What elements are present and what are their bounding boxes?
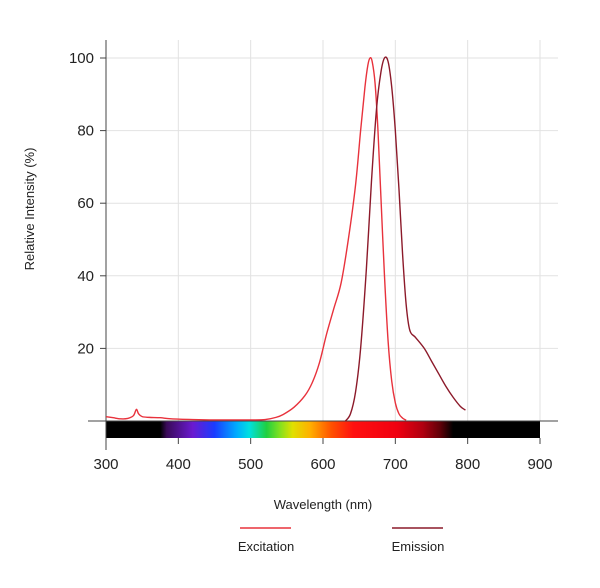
x-tick-label: 500 [238, 456, 263, 473]
series-line-excitation [105, 57, 407, 421]
series-line-emission [344, 56, 466, 422]
axes [88, 40, 558, 450]
x-tick-label: 300 [93, 456, 118, 473]
x-tick-label: 900 [527, 456, 552, 473]
legend-label-emission: Emission [392, 539, 445, 554]
series [105, 56, 466, 422]
y-axis-title: Relative Intensity (%) [22, 148, 37, 271]
legend: Excitation Emission [238, 527, 445, 554]
y-tick-label: 60 [77, 195, 94, 212]
y-tick-label: 40 [77, 268, 94, 285]
x-tick-label: 800 [455, 456, 480, 473]
spectrum-bar [106, 421, 540, 438]
tick-labels: 20 40 60 80 100 300 400 500 600 700 800 900 [69, 50, 553, 473]
x-tick-label: 600 [310, 456, 335, 473]
y-tick-label: 100 [69, 50, 94, 67]
legend-label-excitation: Excitation [238, 539, 294, 554]
x-tick-label: 400 [166, 456, 191, 473]
x-tick-label: 700 [383, 456, 408, 473]
y-tick-label: 80 [77, 123, 94, 140]
x-axis-title: Wavelength (nm) [274, 497, 373, 512]
grid [106, 40, 558, 421]
y-tick-label: 20 [77, 340, 94, 357]
